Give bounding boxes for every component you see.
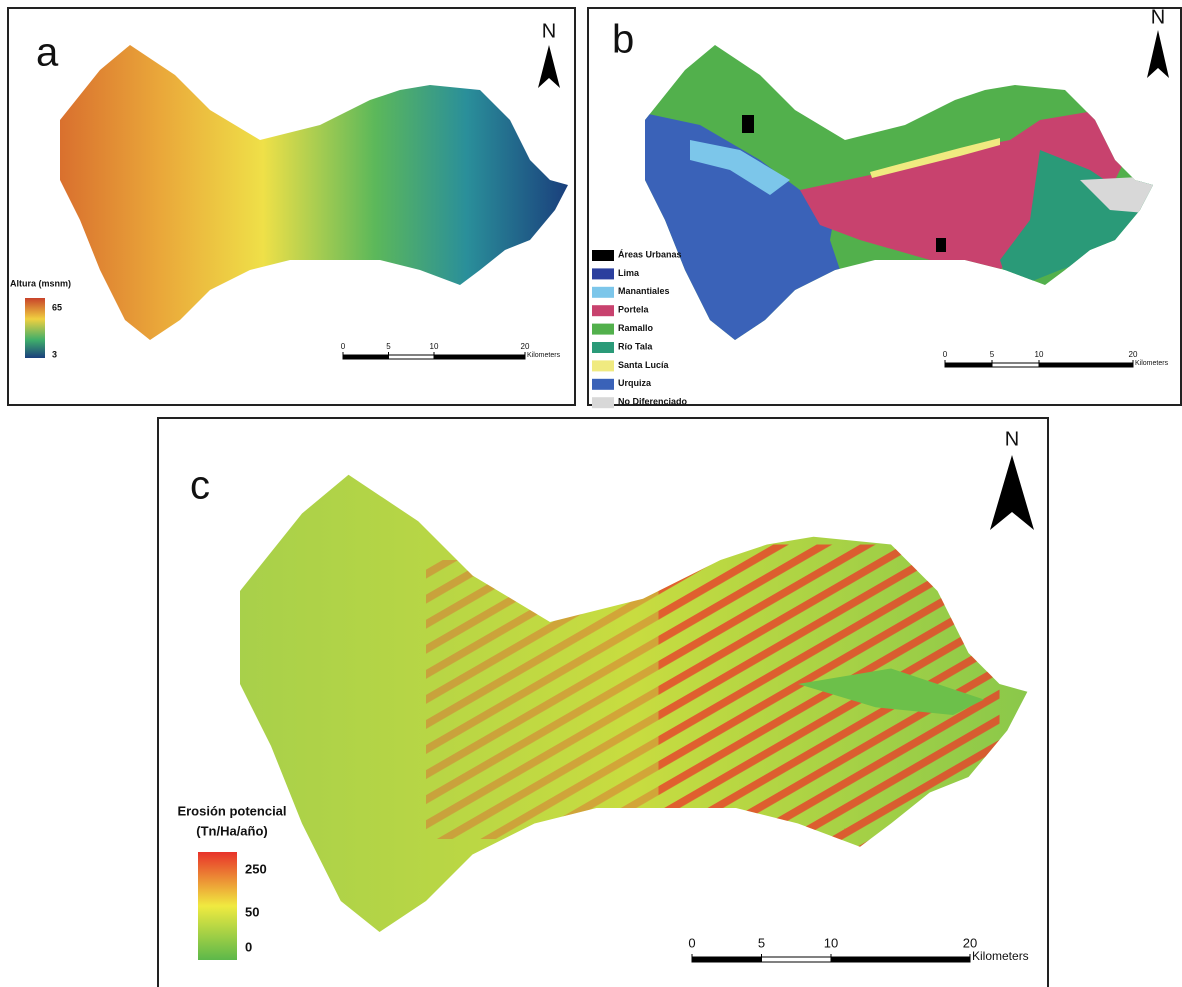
scale-segment	[831, 957, 970, 962]
scale-segment	[1039, 363, 1133, 367]
legend-title: Altura (msnm)	[10, 278, 71, 288]
legend-label: Urquiza	[618, 378, 652, 388]
scale-segment	[389, 355, 435, 359]
legend-label: 250	[245, 861, 267, 876]
scale-label: 20	[521, 342, 530, 351]
legend-swatch	[592, 287, 614, 298]
scale-segment	[762, 957, 832, 962]
scale-label: 0	[688, 935, 695, 950]
scale-unit: Kilometers	[972, 949, 1029, 963]
scale-segment	[992, 363, 1039, 367]
legend-title: (Tn/Ha/año)	[196, 823, 268, 838]
scale-unit: Kilometers	[1135, 360, 1169, 367]
panel-label: c	[190, 464, 210, 508]
legend-swatch	[592, 305, 614, 316]
legend-label: 65	[52, 302, 62, 312]
legend-label: 3	[52, 349, 57, 359]
legend-swatch	[592, 342, 614, 353]
legend-label: 50	[245, 904, 259, 919]
legend-label: Portela	[618, 305, 650, 315]
north-label: N	[1005, 428, 1019, 450]
scale-segment	[692, 957, 762, 962]
page: a N Altura (msnm) 65 3 b N Áreas Urbanas…	[0, 0, 1182, 987]
legend-label: Áreas Urbanas	[618, 249, 682, 259]
figure: a N Altura (msnm) 65 3 b N Áreas Urbanas…	[0, 0, 1182, 987]
scale-label: 10	[824, 935, 838, 950]
north-label: N	[542, 20, 556, 42]
legend-swatch	[592, 379, 614, 390]
legend-swatch	[592, 360, 614, 371]
legend-title: Erosión potencial	[177, 803, 286, 818]
legend-swatch	[592, 324, 614, 335]
scale-label: 0	[943, 350, 948, 359]
scale-label: 5	[990, 350, 995, 359]
panel-label: a	[36, 31, 59, 75]
scale-unit: Kilometers	[527, 352, 561, 359]
legend-label: Río Tala	[618, 341, 653, 351]
scale-segment	[945, 363, 992, 367]
legend-label: No Diferenciado	[618, 397, 688, 407]
north-label: N	[1151, 6, 1165, 28]
scale-label: 5	[386, 342, 391, 351]
scale-label: 5	[758, 935, 765, 950]
legend-label: Santa Lucía	[618, 360, 670, 370]
legend-gradient	[25, 298, 45, 358]
scale-label: 0	[341, 342, 346, 351]
legend-swatch	[592, 268, 614, 279]
panel-label: b	[612, 18, 634, 62]
legend-label: Lima	[618, 268, 640, 278]
scale-segment	[434, 355, 525, 359]
legend-gradient	[198, 852, 237, 960]
scale-segment	[343, 355, 389, 359]
legend-label: 0	[245, 939, 252, 954]
legend-label: Manantiales	[618, 286, 670, 296]
legend-swatch	[592, 250, 614, 261]
scale-label: 10	[430, 342, 439, 351]
scale-label: 10	[1035, 350, 1044, 359]
scale-label: 20	[1129, 350, 1138, 359]
legend-label: Ramallo	[618, 323, 654, 333]
legend-swatch	[592, 397, 614, 408]
